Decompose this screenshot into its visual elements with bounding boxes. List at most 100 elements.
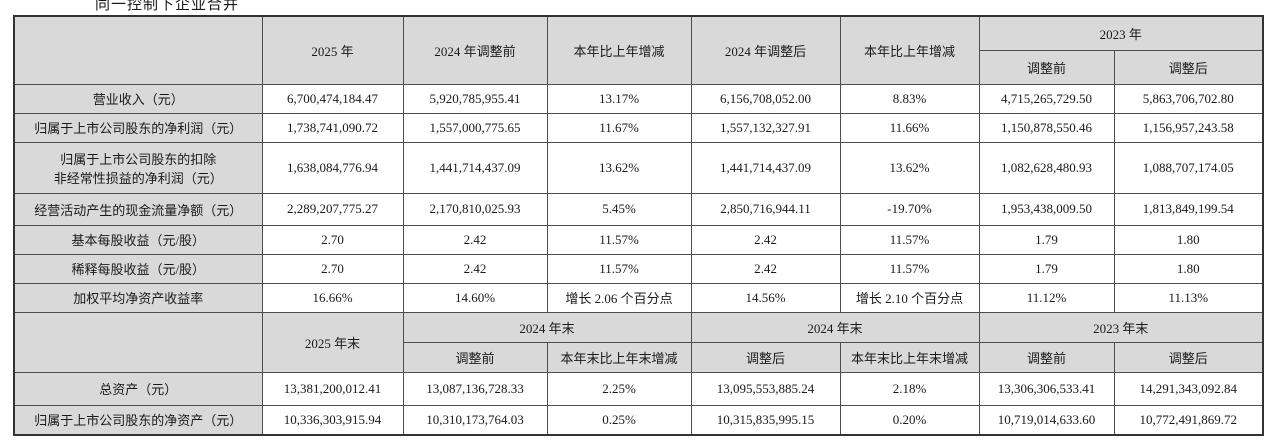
cell-value: 11.67% — [546, 112, 692, 143]
cell-value: 11.57% — [546, 224, 692, 255]
cell-value: 5.45% — [546, 192, 692, 226]
table-row-net-profit: 归属于上市公司股东的净利润（元） 1,738,741,090.72 1,557,… — [13, 112, 1264, 143]
cell-value: 14,291,343,092.84 — [1113, 371, 1264, 406]
row-label: 归属于上市公司股东的净资产（元） — [13, 404, 263, 436]
col-header-yoy-1: 本年比上年增减 — [546, 15, 692, 85]
row-label: 归属于上市公司股东的净利润（元） — [13, 112, 263, 143]
table-row-revenue: 营业收入（元） 6,700,474,184.47 5,920,785,955.4… — [13, 83, 1264, 114]
header-row-1: 2025 年 2024 年调整前 本年比上年增减 2024 年调整后 本年比上年… — [13, 15, 1264, 85]
col-header-end-yoy-1: 本年末比上年末增减 — [546, 341, 692, 373]
cell-value: 11.57% — [839, 224, 980, 255]
col-header-2023-end-post: 调整后 — [1113, 341, 1264, 373]
cell-value: 13,095,553,885.24 — [690, 371, 841, 406]
cell-value: 1,557,132,327.91 — [690, 112, 841, 143]
cell-value: -19.70% — [839, 192, 980, 226]
col-header-2023-end-pre: 调整前 — [978, 341, 1115, 373]
cell-value: 2.42 — [402, 253, 548, 284]
table-row-basic-eps: 基本每股收益（元/股） 2.70 2.42 11.57% 2.42 11.57%… — [13, 224, 1264, 255]
cell-value: 1,150,878,550.46 — [978, 112, 1115, 143]
cell-value: 2.42 — [402, 224, 548, 255]
cell-value: 10,310,173,764.03 — [402, 404, 548, 436]
cell-value: 1,441,714,437.09 — [690, 141, 841, 194]
cell-value: 11.12% — [978, 282, 1115, 313]
header-row-2-sub: 调整前 本年末比上年末增减 调整后 本年末比上年末增减 调整前 调整后 — [14, 341, 1264, 373]
corner-cell — [13, 15, 263, 85]
cell-value: 2,289,207,775.27 — [261, 192, 404, 226]
cell-value: 4,715,265,729.50 — [978, 83, 1115, 114]
cell-value: 13,087,136,728.33 — [402, 371, 548, 406]
cell-value: 1,441,714,437.09 — [402, 141, 548, 194]
col-header-end-post: 调整后 — [690, 341, 841, 373]
col-header-2024-end-b: 2024 年末 — [690, 311, 980, 343]
cell-value: 1.80 — [1113, 253, 1264, 284]
cell-value: 10,772,491,869.72 — [1113, 404, 1264, 436]
cell-value: 10,719,014,633.60 — [978, 404, 1115, 436]
row-label: 基本每股收益（元/股） — [13, 224, 263, 255]
cell-value: 2.42 — [690, 253, 841, 284]
cell-value: 11.57% — [839, 253, 980, 284]
col-header-end-pre: 调整前 — [402, 341, 548, 373]
cell-value: 10,315,835,995.15 — [690, 404, 841, 436]
col-header-2024-pre: 2024 年调整前 — [402, 15, 548, 85]
cell-value: 13,306,306,533.41 — [978, 371, 1115, 406]
row-label: 稀释每股收益（元/股） — [13, 253, 263, 284]
cell-value: 13.17% — [546, 83, 692, 114]
col-header-2024-end-a: 2024 年末 — [402, 311, 692, 343]
header-row-2: 2025 年末 2024 年末 2024 年末 2023 年末 — [13, 311, 1264, 373]
cell-value: 14.56% — [690, 282, 841, 313]
cell-value: 1,156,957,243.58 — [1113, 112, 1264, 143]
cell-value: 增长 2.10 个百分点 — [839, 282, 980, 313]
cell-value: 5,863,706,702.80 — [1113, 83, 1264, 114]
table-row-operating-cash-flow: 经营活动产生的现金流量净额（元） 2,289,207,775.27 2,170,… — [13, 192, 1264, 226]
corner-cell-2 — [13, 311, 263, 373]
row-label: 总资产（元） — [13, 371, 263, 406]
cell-value: 11.13% — [1113, 282, 1264, 313]
cell-value: 1,088,707,174.05 — [1113, 141, 1264, 194]
cell-value: 13.62% — [839, 141, 980, 194]
row-label: 营业收入（元） — [13, 83, 263, 114]
col-header-2023: 2023 年 — [978, 15, 1264, 51]
col-header-2025-end: 2025 年末 — [261, 311, 404, 373]
cell-value: 增长 2.06 个百分点 — [546, 282, 692, 313]
row-label: 归属于上市公司股东的扣除 非经常性损益的净利润（元） — [13, 141, 263, 194]
cell-value: 2.70 — [261, 253, 404, 284]
cell-value: 1,557,000,775.65 — [402, 112, 548, 143]
cell-value: 6,156,708,052.00 — [690, 83, 841, 114]
cell-value: 2.18% — [839, 371, 980, 406]
table-row-net-assets: 归属于上市公司股东的净资产（元） 10,336,303,915.94 10,31… — [13, 404, 1264, 436]
cell-value: 1.79 — [978, 224, 1115, 255]
cell-value: 14.60% — [402, 282, 548, 313]
col-header-2025: 2025 年 — [261, 15, 404, 85]
cell-value: 6,700,474,184.47 — [261, 83, 404, 114]
cell-value: 11.57% — [546, 253, 692, 284]
cell-value: 2.25% — [546, 371, 692, 406]
row-label: 加权平均净资产收益率 — [13, 282, 263, 313]
header-row-1-sub: 调整前 调整后 — [14, 49, 1264, 85]
cell-value: 0.20% — [839, 404, 980, 436]
col-header-yoy-2: 本年比上年增减 — [839, 15, 980, 85]
col-header-2024-post: 2024 年调整后 — [690, 15, 841, 85]
cell-value: 1.79 — [978, 253, 1115, 284]
financial-summary-table: 2025 年 2024 年调整前 本年比上年增减 2024 年调整后 本年比上年… — [13, 15, 1265, 436]
col-header-2023-pre: 调整前 — [978, 49, 1115, 85]
cell-value: 1.80 — [1113, 224, 1264, 255]
cell-value: 8.83% — [839, 83, 980, 114]
table-row-diluted-eps: 稀释每股收益（元/股） 2.70 2.42 11.57% 2.42 11.57%… — [13, 253, 1264, 284]
cell-value: 5,920,785,955.41 — [402, 83, 548, 114]
cell-value: 2.42 — [690, 224, 841, 255]
cell-value: 2.70 — [261, 224, 404, 255]
table-row-weighted-avg-roe: 加权平均净资产收益率 16.66% 14.60% 增长 2.06 个百分点 14… — [13, 282, 1264, 313]
cell-value: 1,638,084,776.94 — [261, 141, 404, 194]
cell-value: 0.25% — [546, 404, 692, 436]
table-row-total-assets: 总资产（元） 13,381,200,012.41 13,087,136,728.… — [13, 371, 1264, 406]
row-label: 经营活动产生的现金流量净额（元） — [13, 192, 263, 226]
cell-value: 13,381,200,012.41 — [261, 371, 404, 406]
cell-value: 1,953,438,009.50 — [978, 192, 1115, 226]
col-header-2023-post: 调整后 — [1113, 49, 1264, 85]
cell-value: 1,738,741,090.72 — [261, 112, 404, 143]
cell-value: 2,170,810,025.93 — [402, 192, 548, 226]
cell-value: 1,082,628,480.93 — [978, 141, 1115, 194]
cell-value: 1,813,849,199.54 — [1113, 192, 1264, 226]
col-header-2023-end: 2023 年末 — [978, 311, 1264, 343]
